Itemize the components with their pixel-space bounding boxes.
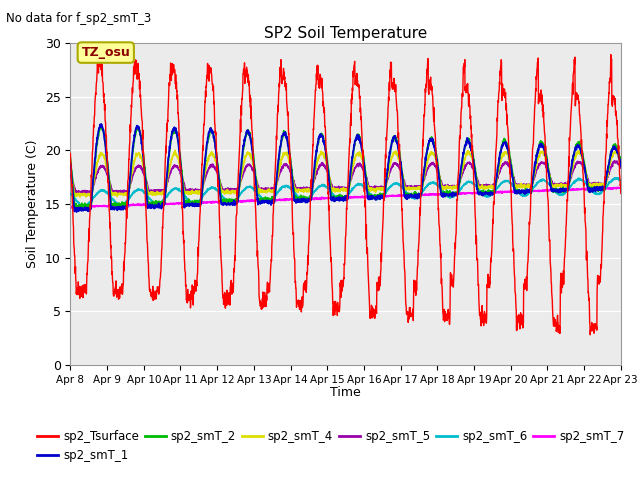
Text: TZ_osu: TZ_osu [81, 46, 130, 59]
Legend: sp2_Tsurface, sp2_smT_1, sp2_smT_2, sp2_smT_4, sp2_smT_5, sp2_smT_6, sp2_smT_7: sp2_Tsurface, sp2_smT_1, sp2_smT_2, sp2_… [32, 425, 629, 467]
Y-axis label: Soil Temperature (C): Soil Temperature (C) [26, 140, 39, 268]
Title: SP2 Soil Temperature: SP2 Soil Temperature [264, 25, 428, 41]
X-axis label: Time: Time [330, 386, 361, 399]
Text: No data for f_sp2_smT_3: No data for f_sp2_smT_3 [6, 12, 152, 25]
